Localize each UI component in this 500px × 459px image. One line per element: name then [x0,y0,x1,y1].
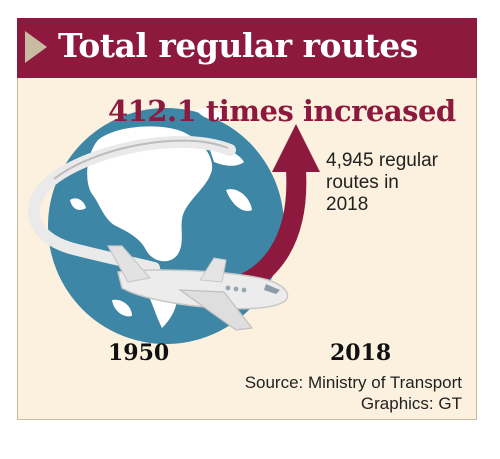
banner-triangle-icon [25,31,47,63]
title-banner [17,18,477,78]
contrail-shadow [53,139,229,180]
graphics-credit: Graphics: GT [360,394,462,413]
credits: Source: Ministry of Transport Graphics: … [245,372,462,414]
year-end: 2018 [330,340,392,366]
description-line-3: 2018 [326,194,369,215]
banner-title: Total regular routes [58,26,418,65]
description-line-1: 4,945 regular [326,150,438,171]
headline: 412.1 times increased [108,94,456,128]
airplane-icon [106,245,289,331]
source-credit: Source: Ministry of Transport [244,373,462,392]
route-description: 4,945 regular routes in 2018 [326,150,466,216]
year-start: 1950 [108,340,170,366]
contrail-swirl [28,135,236,274]
description-line-2: routes in [326,172,399,193]
